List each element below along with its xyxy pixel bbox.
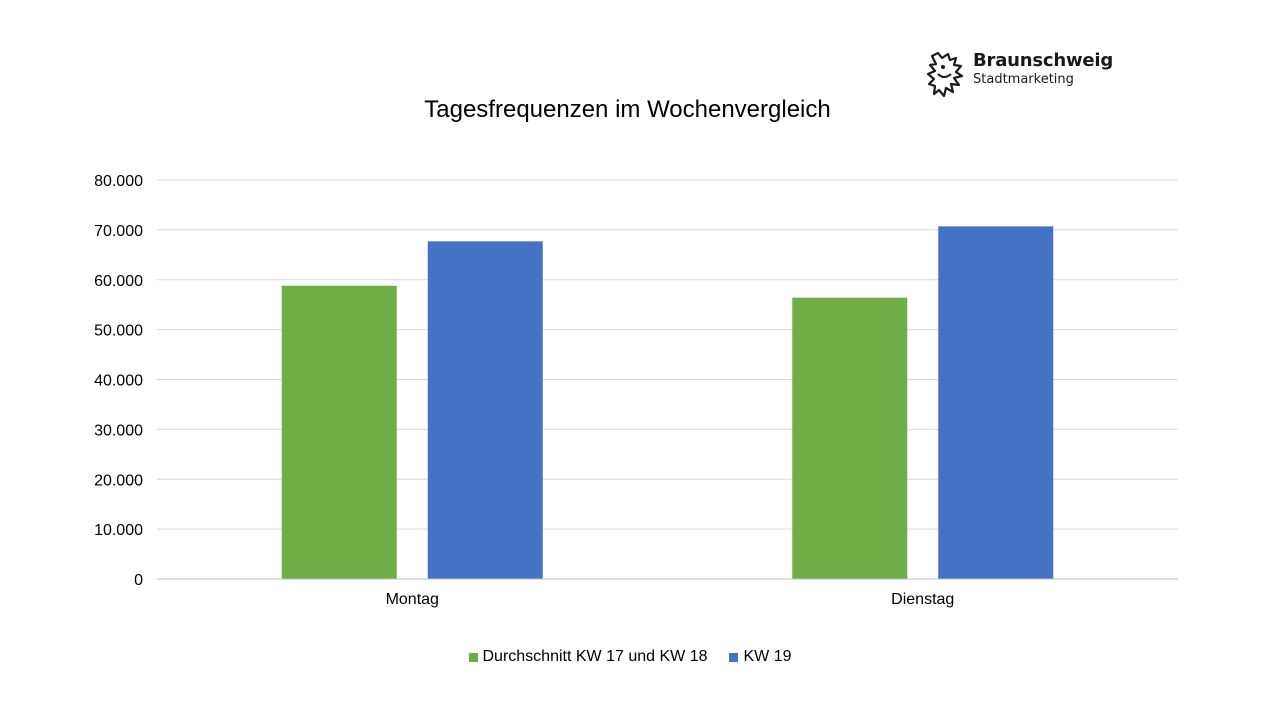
legend-label: Durchschnitt KW 17 und KW 18 — [482, 648, 708, 665]
y-tick-label: 30.000 — [94, 422, 143, 439]
lion-icon — [926, 51, 964, 98]
y-tick-label: 40.000 — [94, 373, 143, 390]
y-tick-label: 60.000 — [94, 273, 143, 290]
x-axis-ticks: Montag Dienstag — [386, 591, 955, 608]
legend-item-1: Durchschnitt KW 17 und KW 18 — [468, 648, 708, 666]
bar-dienstag-series-2 — [938, 226, 1054, 580]
y-tick-label: 70.000 — [94, 223, 143, 240]
y-tick-label: 10.000 — [94, 522, 143, 539]
chart-title: Tagesfrequenzen im Wochenvergleich — [424, 96, 831, 123]
bars — [281, 226, 1054, 580]
legend-swatch — [468, 652, 478, 662]
x-tick-label: Montag — [386, 591, 439, 608]
legend-swatch — [729, 652, 739, 662]
legend: Durchschnitt KW 17 und KW 18 KW 19 — [0, 648, 1260, 666]
legend-label: KW 19 — [743, 648, 792, 665]
brand-logo: Braunschweig Stadtmarketing — [926, 50, 1126, 102]
bar-dienstag-series-1 — [792, 297, 908, 579]
y-tick-label: 0 — [134, 572, 143, 589]
brand-name: Braunschweig — [973, 50, 1114, 71]
y-tick-label: 80.000 — [94, 173, 143, 190]
y-tick-label: 50.000 — [94, 323, 143, 340]
legend-item-2: KW 19 — [729, 648, 792, 666]
x-tick-label: Dienstag — [891, 591, 954, 608]
bar-montag-series-1 — [281, 285, 397, 579]
bar-montag-series-2 — [427, 241, 543, 579]
y-axis-ticks: 0 10.000 20.000 30.000 40.000 50.000 60.000 70.… — [94, 173, 143, 589]
brand-subtitle: Stadtmarketing — [973, 72, 1074, 87]
y-tick-label: 20.000 — [94, 472, 143, 489]
